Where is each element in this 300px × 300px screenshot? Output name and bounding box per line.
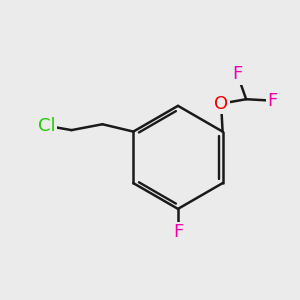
Text: O: O bbox=[214, 94, 228, 112]
Text: Cl: Cl bbox=[38, 117, 55, 135]
Text: F: F bbox=[232, 65, 242, 83]
Text: F: F bbox=[173, 224, 183, 242]
Text: F: F bbox=[268, 92, 278, 110]
